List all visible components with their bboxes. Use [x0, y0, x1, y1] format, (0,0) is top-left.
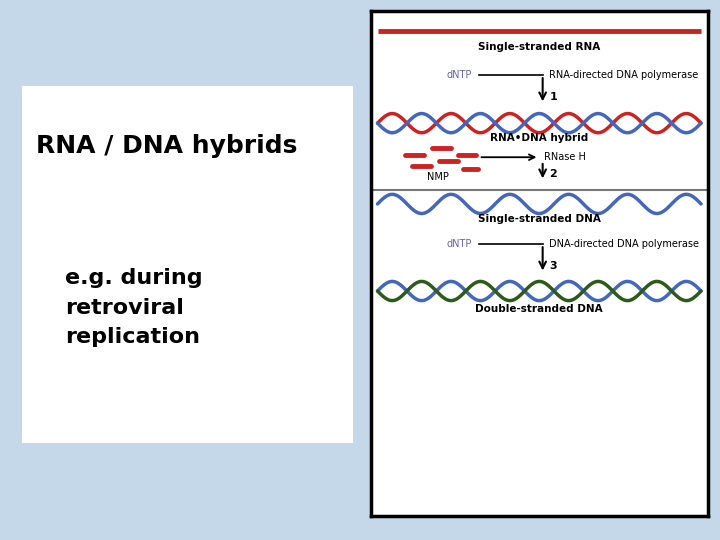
Text: 2: 2: [549, 168, 557, 179]
Text: NMP: NMP: [427, 172, 449, 183]
Text: dNTP: dNTP: [446, 239, 472, 249]
Text: Double-stranded DNA: Double-stranded DNA: [475, 303, 603, 314]
Text: DNA-directed DNA polymerase: DNA-directed DNA polymerase: [549, 239, 699, 249]
Text: RNase H: RNase H: [544, 152, 586, 162]
Text: RNA•DNA hybrid: RNA•DNA hybrid: [490, 133, 588, 143]
Text: 3: 3: [549, 261, 557, 271]
Text: RNA / DNA hybrids: RNA / DNA hybrids: [36, 134, 297, 158]
Text: 1: 1: [549, 92, 557, 102]
Text: Single-stranded DNA: Single-stranded DNA: [478, 214, 600, 224]
FancyBboxPatch shape: [22, 86, 353, 443]
Text: Single-stranded RNA: Single-stranded RNA: [478, 43, 600, 52]
Text: e.g. during
retroviral
replication: e.g. during retroviral replication: [65, 268, 202, 347]
Text: RNA-directed DNA polymerase: RNA-directed DNA polymerase: [549, 70, 698, 80]
Text: dNTP: dNTP: [446, 70, 472, 80]
